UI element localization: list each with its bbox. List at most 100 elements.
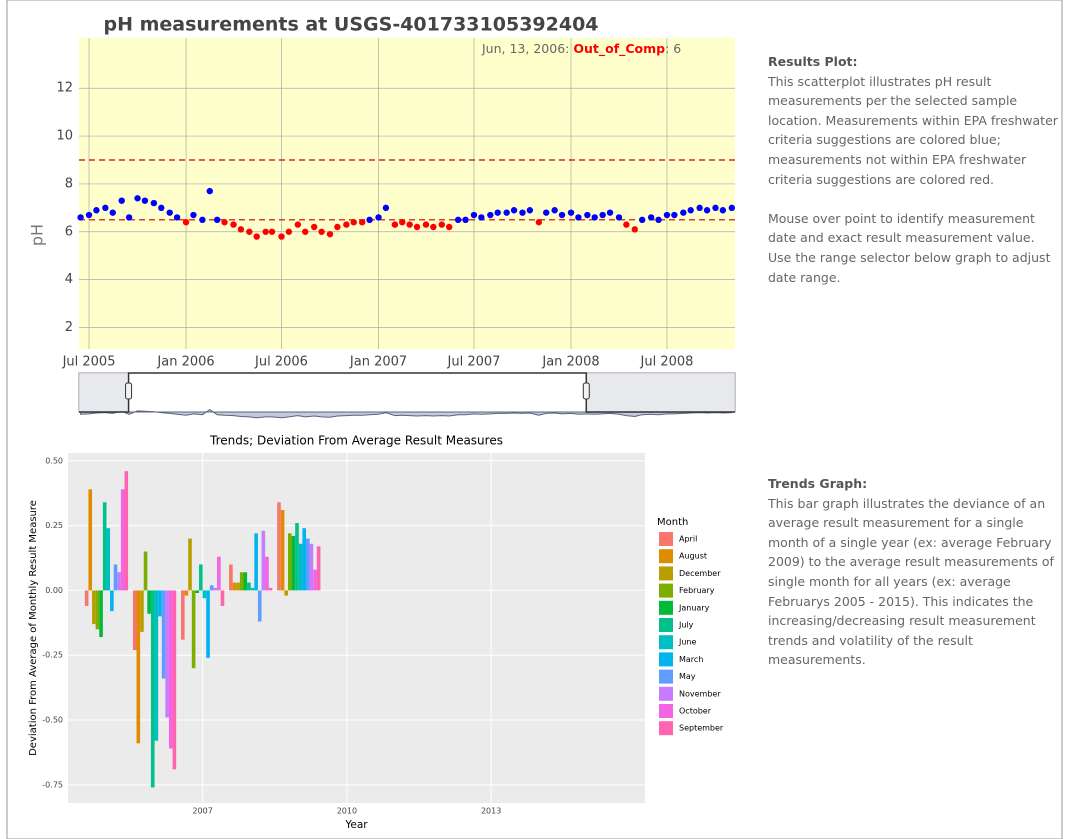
bar	[277, 502, 281, 591]
bar	[95, 590, 100, 630]
x-tick-label: Jan 2008	[541, 355, 599, 370]
bar	[202, 590, 207, 599]
data-point	[391, 221, 399, 228]
data-point	[253, 233, 260, 240]
y-tick-label: 4	[65, 272, 73, 287]
data-point	[262, 228, 269, 235]
range-series	[80, 408, 733, 419]
bar	[154, 590, 159, 741]
data-point	[422, 221, 430, 228]
bar	[136, 590, 141, 744]
x-tick-label: Jul 2007	[447, 355, 501, 370]
data-point	[696, 204, 703, 212]
bar	[88, 489, 93, 591]
data-point	[703, 207, 711, 214]
legend-swatch	[659, 532, 673, 546]
data-point	[173, 214, 181, 221]
bar	[284, 590, 288, 596]
data-point	[638, 216, 646, 224]
bar	[180, 590, 185, 640]
data-point	[430, 223, 437, 231]
results-paragraph: Mouse over point to identify measurement…	[768, 210, 1051, 285]
data-point	[623, 221, 630, 228]
data-point	[543, 209, 550, 216]
data-point	[719, 207, 727, 214]
bar	[236, 582, 240, 591]
bar	[191, 590, 196, 669]
bar	[195, 590, 200, 593]
data-point	[510, 207, 518, 214]
data-point	[141, 197, 149, 204]
data-point	[158, 204, 165, 212]
data-point	[375, 214, 382, 221]
results-text: Results Plot: This scatterplot illustrat…	[768, 52, 1058, 307]
bar	[217, 556, 221, 591]
bar	[261, 530, 266, 591]
data-point	[728, 204, 736, 212]
bar	[168, 590, 173, 749]
data-point	[584, 211, 591, 219]
legend-swatch	[659, 652, 673, 667]
data-point	[358, 219, 366, 226]
y-tick-label: -0.50	[42, 716, 63, 725]
bar	[232, 582, 237, 591]
data-point	[526, 207, 534, 214]
data-point	[615, 214, 623, 221]
bar	[102, 502, 107, 591]
data-point	[199, 216, 206, 224]
data-point	[93, 207, 100, 214]
data-point	[182, 219, 190, 226]
data-point	[503, 209, 510, 216]
bar	[161, 590, 166, 679]
data-point	[478, 214, 485, 221]
x-tick-label: 2010	[337, 807, 357, 816]
bar	[213, 587, 218, 591]
bar	[172, 590, 177, 770]
data-point	[278, 233, 285, 240]
x-tick-label: Jan 2007	[349, 355, 407, 370]
bar	[250, 587, 255, 591]
bar	[209, 585, 214, 591]
data-point	[366, 216, 373, 224]
data-point	[399, 219, 406, 226]
bar	[247, 582, 251, 591]
legend-label: October	[679, 707, 712, 716]
bar	[302, 528, 307, 591]
data-point	[221, 219, 228, 226]
data-point	[206, 187, 213, 195]
data-point	[134, 195, 141, 202]
data-point	[567, 209, 575, 216]
data-point	[454, 216, 462, 224]
legend-label: November	[679, 689, 721, 698]
data-point	[268, 228, 276, 235]
plot-background	[79, 38, 735, 349]
y-tick-label: 0.25	[45, 521, 63, 530]
data-point	[606, 209, 614, 216]
legend-title: Month	[657, 517, 688, 528]
data-point	[326, 230, 334, 238]
results-heading: Results Plot:	[768, 54, 858, 69]
data-point	[230, 221, 237, 228]
data-point	[558, 211, 566, 219]
range-handle[interactable]	[125, 382, 133, 400]
bar	[306, 538, 310, 591]
legend-label: December	[679, 569, 721, 578]
data-point	[343, 221, 350, 228]
bar	[184, 590, 189, 596]
data-point	[85, 211, 93, 219]
range-handle[interactable]	[582, 382, 590, 400]
data-point	[237, 226, 245, 233]
data-point	[310, 223, 318, 231]
data-point	[647, 214, 655, 221]
bar	[188, 538, 192, 591]
bar	[295, 523, 299, 591]
data-point	[109, 209, 116, 216]
bar	[220, 590, 225, 606]
bar	[124, 471, 129, 591]
bar	[291, 535, 296, 591]
legend-label: April	[679, 535, 697, 544]
bar	[120, 489, 125, 591]
y-tick-label: -0.25	[42, 651, 63, 660]
data-point	[382, 204, 390, 212]
